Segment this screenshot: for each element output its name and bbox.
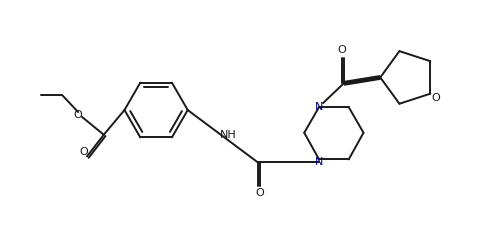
- Text: O: O: [74, 110, 82, 120]
- Text: N: N: [315, 157, 323, 167]
- Text: N: N: [315, 102, 323, 112]
- Text: NH: NH: [220, 130, 237, 140]
- Text: O: O: [337, 45, 346, 55]
- Text: O: O: [255, 188, 264, 198]
- Text: O: O: [80, 146, 88, 157]
- Text: O: O: [432, 93, 441, 103]
